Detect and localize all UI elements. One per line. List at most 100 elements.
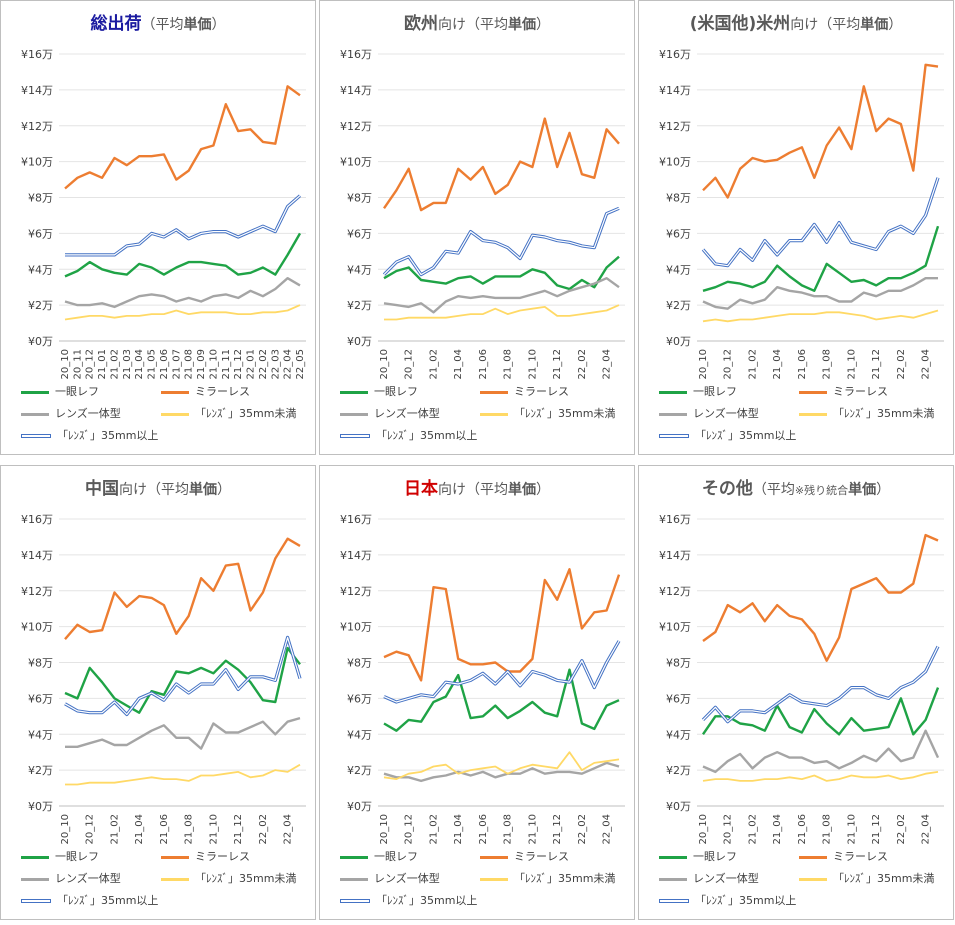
- line-chart: ¥0万 ¥2万 ¥4万 ¥6万 ¥8万 ¥10万 ¥12万 ¥14万 ¥16万 20_10 20_1…: [659, 513, 944, 844]
- title-title-end: ）: [211, 17, 226, 33]
- series-line-mirrorless: [64, 537, 301, 640]
- series-line-lens-35mm-plus-inner: [702, 177, 939, 267]
- title-title-bold: 単価: [860, 17, 889, 33]
- legend-item-fixed-lens: レンズ一体型: [340, 406, 440, 422]
- chart-panel: 中国向け（平均単価） ¥0万 ¥2万 ¥4万 ¥6万 ¥8万 ¥10万 ¥12万 ¥14万 ¥16…: [0, 465, 316, 920]
- series-line-lens-under-35mm: [702, 771, 939, 782]
- legend-label: 一眼レフ: [693, 850, 737, 863]
- x-tick-label: 21_05: [147, 349, 158, 379]
- series-line-slr: [702, 687, 940, 736]
- x-tick-label: 22_04: [283, 814, 294, 844]
- x-tick-label: 20_10: [698, 349, 709, 379]
- series-line-slr: [702, 225, 940, 292]
- x-tick-label: 21_04: [134, 349, 145, 379]
- legend-label: 一眼レフ: [374, 385, 418, 398]
- legend-item-slr: 一眼レフ: [659, 384, 737, 400]
- x-tick-label: 22_02: [577, 814, 588, 844]
- x-tick-label: 22_01: [246, 349, 257, 379]
- legend-item-lens-under-35mm: 「ﾚﾝｽﾞ」35mm未満: [161, 406, 296, 422]
- series-line-lens-35mm-plus-inner: [702, 646, 939, 723]
- legend-label: ミラーレス: [195, 850, 250, 863]
- title-title-main: その他: [701, 479, 753, 499]
- x-tick-label: 22_02: [896, 349, 907, 379]
- legend-label: 「ﾚﾝｽﾞ」35mm以上: [57, 429, 159, 442]
- y-tick-label: ¥12万: [340, 585, 372, 598]
- title-title-bold: 単価: [848, 482, 877, 498]
- legend-swatch: [340, 412, 368, 416]
- chart-panel: 総出荷（平均単価） ¥0万 ¥2万 ¥4万 ¥6万 ¥8万 ¥10万 ¥12万 ¥14万 ¥16万…: [0, 0, 316, 455]
- y-tick-label: ¥2万: [666, 764, 691, 777]
- legend-label: レンズ一体型: [693, 407, 759, 420]
- legend-label: ミラーレス: [833, 385, 888, 398]
- legend-swatch: [799, 412, 827, 416]
- chart-title: 欧州向け（平均単価）: [320, 9, 634, 34]
- series-line-slr: [383, 668, 620, 732]
- x-tick-label: 21_09: [196, 349, 207, 379]
- legend-item-lens-35mm-plus: 「ﾚﾝｽﾞ」35mm以上: [659, 893, 796, 909]
- x-tick-label: 22_04: [921, 349, 932, 379]
- legend-label: レンズ一体型: [55, 872, 121, 885]
- legend-label: 「ﾚﾝｽﾞ」35mm以上: [57, 894, 159, 907]
- y-tick-label: ¥12万: [659, 120, 691, 133]
- legend-item-mirrorless: ミラーレス: [161, 384, 250, 400]
- legend-label: 「ﾚﾝｽﾞ」35mm以上: [376, 894, 478, 907]
- series-line-lens-35mm-plus-inner: [64, 636, 301, 716]
- legend-item-mirrorless: ミラーレス: [799, 384, 888, 400]
- x-tick-label: 22_02: [258, 814, 269, 844]
- x-tick-label: 20_10: [379, 814, 390, 844]
- legend-item-lens-35mm-plus: 「ﾚﾝｽﾞ」35mm以上: [21, 893, 158, 909]
- x-tick-label: 22_04: [283, 349, 294, 379]
- x-tick-label: 22_04: [602, 814, 613, 844]
- legend-label: 「ﾚﾝｽﾞ」35mm未満: [195, 872, 297, 885]
- series-line-fixed-lens: [64, 277, 301, 309]
- x-tick-label: 21_06: [797, 814, 808, 844]
- series-line-mirrorless: [702, 533, 939, 662]
- y-tick-label: ¥0万: [666, 800, 691, 813]
- legend-label: レンズ一体型: [55, 407, 121, 420]
- chart-title: 日本向け（平均単価）: [320, 474, 634, 499]
- legend-swatch: [21, 390, 49, 394]
- legend-item-mirrorless: ミラーレス: [480, 849, 569, 865]
- title-title-end: ）: [536, 17, 550, 33]
- x-tick-label: 21_02: [109, 349, 120, 379]
- x-tick-label: 21_12: [871, 814, 882, 844]
- legend-label: 「ﾚﾝｽﾞ」35mm以上: [695, 894, 797, 907]
- legend-swatch: [161, 412, 189, 416]
- x-tick-label: 21_11: [221, 349, 232, 379]
- x-tick-label: 21_02: [428, 814, 439, 844]
- legend-label: 一眼レフ: [693, 385, 737, 398]
- legend-swatch: [340, 855, 368, 859]
- chart-title: 中国向け（平均単価）: [1, 474, 315, 499]
- y-tick-label: ¥0万: [666, 335, 691, 348]
- legend-swatch: [161, 877, 189, 881]
- series-line-lens-35mm-plus-inner: [383, 207, 620, 276]
- x-tick-label: 21_04: [453, 349, 464, 379]
- y-tick-label: ¥16万: [659, 513, 691, 526]
- x-tick-label: 21_08: [822, 814, 833, 844]
- title-title-bold: 単価: [183, 17, 212, 33]
- title-title-main: 総出荷: [90, 14, 142, 34]
- legend-swatch: [21, 434, 51, 438]
- x-tick-label: 21_12: [552, 814, 563, 844]
- y-tick-label: ¥8万: [28, 192, 53, 205]
- legend-item-slr: 一眼レフ: [659, 849, 737, 865]
- series-line-mirrorless: [383, 117, 620, 212]
- x-tick-label: 21_10: [846, 814, 857, 844]
- y-tick-label: ¥4万: [666, 728, 691, 741]
- title-note: ※残り統合: [794, 484, 849, 497]
- legend-label: ミラーレス: [514, 385, 569, 398]
- legend-item-lens-35mm-plus: 「ﾚﾝｽﾞ」35mm以上: [340, 893, 477, 909]
- x-tick-label: 21_12: [552, 349, 563, 379]
- chart-title: (米国他)米州向け（平均単価）: [639, 9, 953, 34]
- legend-label: 「ﾚﾝｽﾞ」35mm以上: [695, 429, 797, 442]
- x-tick-label: 22_02: [258, 349, 269, 379]
- legend-item-fixed-lens: レンズ一体型: [659, 406, 759, 422]
- legend-swatch: [340, 390, 368, 394]
- series-line-fixed-lens: [702, 277, 938, 310]
- title-title-sub: 向け（平均: [438, 17, 508, 33]
- title-title-sub: （平均: [752, 482, 795, 498]
- legend-swatch: [480, 877, 508, 881]
- x-tick-label: 21_02: [747, 814, 758, 844]
- y-tick-label: ¥6万: [666, 692, 691, 705]
- y-tick-label: ¥16万: [659, 48, 691, 61]
